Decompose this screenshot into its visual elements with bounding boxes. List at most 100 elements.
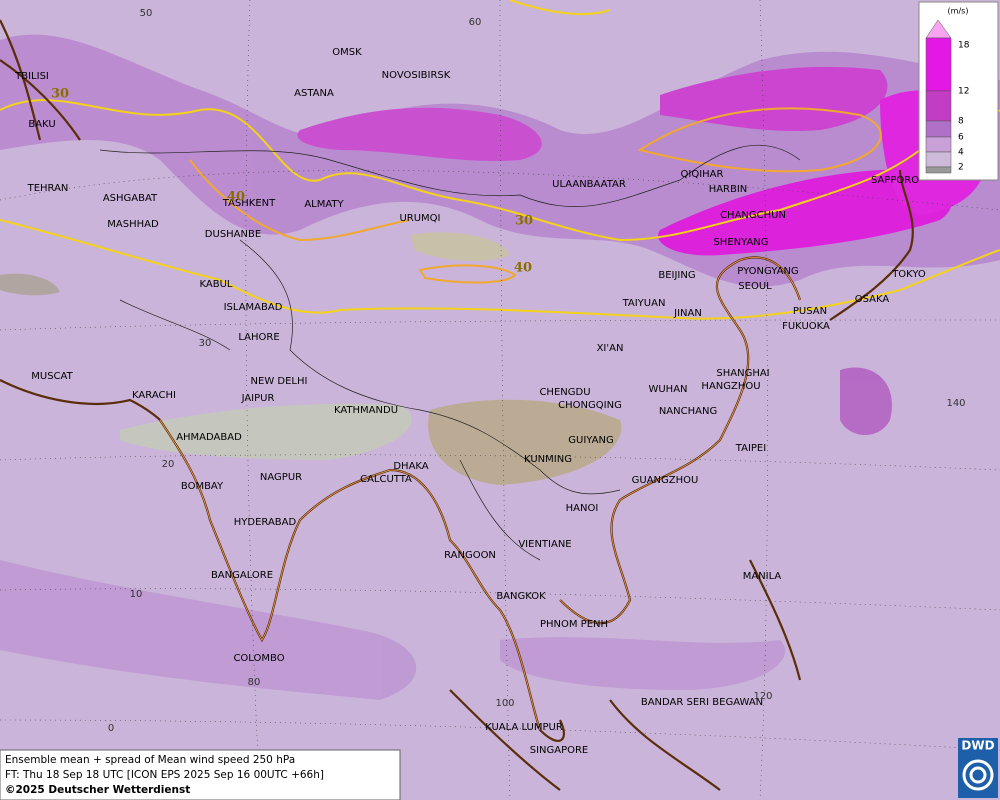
city-label: JAIPUR bbox=[241, 393, 275, 404]
graticule-label: 140 bbox=[946, 398, 965, 409]
city-label: SAPPORO bbox=[871, 175, 919, 186]
dwd-logo: DWD bbox=[958, 738, 998, 798]
city-label: XI'AN bbox=[597, 343, 624, 354]
city-label: TAIYUAN bbox=[622, 298, 666, 309]
legend-swatch bbox=[925, 37, 952, 92]
footer-title: Ensemble mean + spread of Mean wind spee… bbox=[5, 754, 295, 766]
graticule-label: 80 bbox=[248, 677, 261, 688]
city-label: TBILISI bbox=[14, 71, 49, 82]
city-label: CHANGCHUN bbox=[720, 210, 786, 221]
city-label: NANCHANG bbox=[659, 406, 717, 417]
coastlines-highlight bbox=[159, 257, 801, 731]
city-label: BANGKOK bbox=[496, 591, 546, 602]
contour-label: 40 bbox=[514, 261, 532, 276]
city-label: TAIPEI bbox=[735, 443, 766, 454]
footer: Ensemble mean + spread of Mean wind spee… bbox=[0, 749, 401, 800]
city-label: TOKYO bbox=[891, 269, 926, 280]
labels: OMSK NOVOSIBIRSK TBILISI ASTANA BAKU ULAANBAA… bbox=[14, 8, 965, 756]
city-label: NEW DELHI bbox=[251, 376, 308, 387]
city-label: KABUL bbox=[200, 279, 233, 290]
graticule-label: 50 bbox=[140, 8, 153, 19]
city-label: KUNMING bbox=[524, 454, 572, 465]
footer-forecast: FT: Thu 18 Sep 18 UTC [ICON EPS 2025 Sep… bbox=[5, 769, 324, 781]
legend-swatch bbox=[925, 136, 952, 153]
city-label: SEOUL bbox=[738, 281, 772, 292]
legend: (m/s) 18 12 8 6 4 2 bbox=[918, 1, 999, 181]
city-label: CHENGDU bbox=[539, 387, 590, 398]
legend-swatch bbox=[925, 120, 952, 138]
city-label: BOMBAY bbox=[181, 481, 224, 492]
city-label: AHMADABAD bbox=[176, 432, 242, 443]
graticule-label: 10 bbox=[130, 589, 143, 600]
city-label: LAHORE bbox=[238, 332, 279, 343]
legend-level: 4 bbox=[958, 148, 964, 158]
city-label: TASHKENT bbox=[222, 198, 276, 209]
city-label: ISLAMABAD bbox=[224, 302, 283, 313]
legend-level: 18 bbox=[958, 41, 970, 51]
city-label: SINGAPORE bbox=[530, 745, 589, 756]
contour-label: 30 bbox=[515, 214, 533, 229]
city-label: ASTANA bbox=[294, 88, 334, 99]
city-label: HANOI bbox=[566, 503, 599, 514]
city-label: COLOMBO bbox=[233, 653, 284, 664]
city-label: BANDAR SERI BEGAWAN bbox=[641, 697, 763, 708]
city-label: BEIJING bbox=[658, 270, 695, 281]
city-label: URUMQI bbox=[399, 213, 440, 224]
city-label: MASHHAD bbox=[107, 219, 159, 230]
city-label: FUKUOKA bbox=[782, 321, 830, 332]
legend-labels: 18 12 8 6 4 2 bbox=[958, 41, 970, 173]
legend-level: 12 bbox=[958, 87, 969, 97]
city-label: WUHAN bbox=[648, 384, 687, 395]
graticule-label: 0 bbox=[108, 723, 114, 734]
footer-box bbox=[0, 749, 401, 800]
city-label: HANGZHOU bbox=[701, 381, 760, 392]
city-label: HYDERABAD bbox=[234, 517, 297, 528]
logo-text: DWD bbox=[961, 739, 994, 753]
city-label: MANILA bbox=[743, 571, 782, 582]
footer-copyright: ©2025 Deutscher Wetterdienst bbox=[5, 784, 190, 796]
city-label: SHANGHAI bbox=[716, 368, 769, 379]
city-label: BAKU bbox=[28, 119, 55, 130]
logo-icon bbox=[962, 759, 994, 791]
legend-level: 2 bbox=[958, 163, 964, 173]
city-label: NAGPUR bbox=[260, 472, 302, 483]
city-label: HARBIN bbox=[709, 184, 748, 195]
city-label: ULAANBAATAR bbox=[552, 179, 626, 190]
city-label: NOVOSIBIRSK bbox=[382, 70, 451, 81]
legend-level: 6 bbox=[958, 133, 964, 143]
legend-level: 8 bbox=[958, 117, 964, 127]
city-label: PUSAN bbox=[793, 306, 827, 317]
city-label: GUIYANG bbox=[568, 435, 613, 446]
city-label: DHAKA bbox=[393, 461, 428, 472]
city-label: OSAKA bbox=[855, 294, 890, 305]
city-label: TEHRAN bbox=[27, 183, 69, 194]
city-label: RANGOON bbox=[444, 550, 496, 561]
legend-swatch bbox=[925, 90, 952, 122]
wind-field bbox=[0, 34, 1000, 700]
city-label: QIQIHAR bbox=[681, 169, 724, 180]
city-label: GUANGZHOU bbox=[632, 475, 699, 486]
city-label: PYONGYANG bbox=[737, 266, 798, 277]
contours bbox=[0, 0, 1000, 320]
city-label: ALMATY bbox=[304, 199, 344, 210]
city-label: CHONGQING bbox=[558, 400, 622, 411]
city-label: ASHGABAT bbox=[103, 193, 158, 204]
graticule-label: 120 bbox=[753, 691, 772, 702]
logo-icon bbox=[969, 766, 987, 784]
legend-swatch bbox=[925, 166, 952, 174]
graticule-label: 60 bbox=[469, 17, 482, 28]
city-label: OMSK bbox=[332, 47, 362, 58]
city-label: PHNOM PENH bbox=[540, 619, 608, 630]
borders bbox=[99, 144, 801, 561]
city-label: KATHMANDU bbox=[334, 405, 398, 416]
graticule-label: 100 bbox=[495, 698, 514, 709]
city-label: KARACHI bbox=[132, 390, 176, 401]
city-label: BANGALORE bbox=[211, 570, 273, 581]
contour-label: 40 bbox=[227, 190, 245, 205]
legend-swatch bbox=[925, 151, 952, 168]
city-label: SHENYANG bbox=[713, 237, 768, 248]
contour-label: 30 bbox=[51, 87, 69, 102]
